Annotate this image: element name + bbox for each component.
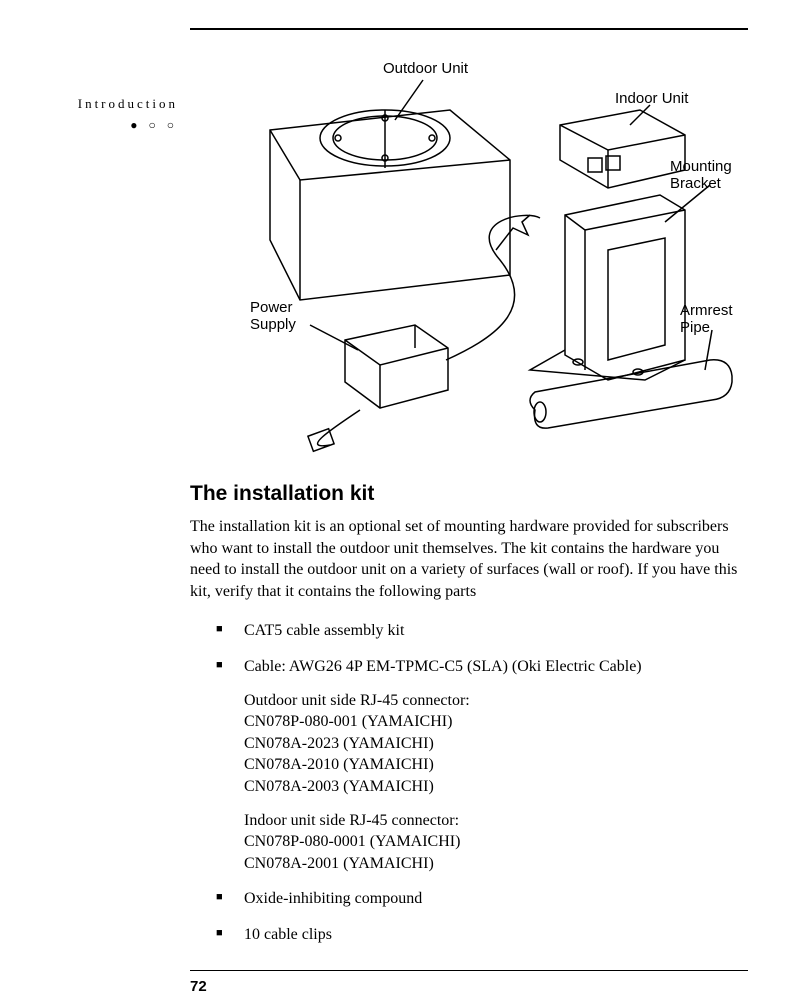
bullet-text: Oxide-inhibiting compound	[244, 890, 422, 907]
sub-block-outdoor: Outdoor unit side RJ-45 connector: CN078…	[244, 690, 744, 798]
side-label-text: Introduction	[38, 96, 178, 112]
bottom-rule	[190, 970, 748, 972]
sub-title: Outdoor unit side RJ-45 connector:	[244, 692, 470, 709]
section-title: The installation kit	[190, 482, 744, 506]
top-rule	[190, 28, 748, 30]
sub-title: Indoor unit side RJ-45 connector:	[244, 812, 459, 829]
list-item: Oxide-inhibiting compound	[216, 888, 744, 910]
callout-power-supply: Power Supply	[250, 299, 296, 333]
sub-line: CN078A-2001 (YAMAICHI)	[244, 855, 434, 872]
sub-line: CN078A-2010 (YAMAICHI)	[244, 756, 434, 773]
leader-armrest	[705, 330, 712, 370]
bullet-text: Cable: AWG26 4P EM-TPMC-C5 (SLA) (Oki El…	[244, 658, 642, 675]
armrest-pipe-shape	[530, 360, 732, 428]
callout-outdoor-unit: Outdoor Unit	[383, 60, 468, 77]
page-number: 72	[190, 978, 207, 995]
side-label-block: Introduction ● ○ ○	[38, 96, 178, 133]
callout-mounting-bracket-l1: Mounting	[670, 158, 732, 175]
leader-power	[310, 325, 358, 350]
bullet-text: 10 cable clips	[244, 926, 332, 943]
diagram-svg	[190, 50, 748, 460]
bullet-list: CAT5 cable assembly kit Cable: AWG26 4P …	[190, 620, 744, 945]
sub-line: CN078P-080-0001 (YAMAICHI)	[244, 833, 460, 850]
bullet-text: CAT5 cable assembly kit	[244, 622, 404, 639]
list-item: CAT5 cable assembly kit	[216, 620, 744, 642]
indoor-unit-shape	[560, 110, 685, 188]
list-item: Cable: AWG26 4P EM-TPMC-C5 (SLA) (Oki El…	[216, 656, 744, 874]
power-supply-shape	[308, 215, 540, 451]
sub-block-indoor: Indoor unit side RJ-45 connector: CN078P…	[244, 810, 744, 875]
sub-line: CN078P-080-001 (YAMAICHI)	[244, 713, 452, 730]
leader-indoor	[630, 105, 650, 125]
callout-indoor-unit: Indoor Unit	[615, 90, 688, 107]
installation-kit-diagram: Outdoor Unit Indoor Unit Mounting Bracke…	[190, 50, 748, 460]
section-intro: The installation kit is an optional set …	[190, 516, 744, 602]
sub-line: CN078A-2023 (YAMAICHI)	[244, 735, 434, 752]
content-area: The installation kit The installation ki…	[190, 482, 744, 960]
callout-armrest-pipe: Armrest Pipe	[680, 302, 733, 336]
callout-armrest-pipe-l1: Armrest	[680, 302, 733, 319]
callout-power-supply-l2: Supply	[250, 316, 296, 333]
mounting-bracket-shape	[530, 195, 685, 380]
callout-mounting-bracket-l2: Bracket	[670, 175, 721, 192]
outdoor-unit-shape	[270, 110, 510, 300]
list-item: 10 cable clips	[216, 924, 744, 946]
sub-line: CN078A-2003 (YAMAICHI)	[244, 778, 434, 795]
callout-power-supply-l1: Power	[250, 299, 293, 316]
callout-armrest-pipe-l2: Pipe	[680, 319, 710, 336]
callout-mounting-bracket: Mounting Bracket	[670, 158, 732, 192]
side-label-dots: ● ○ ○	[38, 118, 178, 133]
